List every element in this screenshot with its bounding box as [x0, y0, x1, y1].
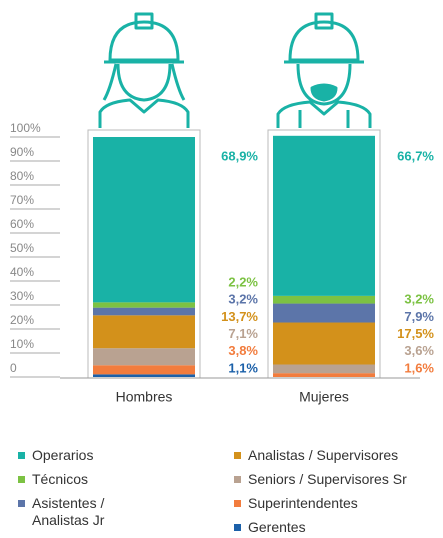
legend-label: Técnicos [32, 471, 89, 487]
y-tick-label: 40% [10, 265, 34, 279]
value-label: 3,2% [228, 292, 258, 307]
legend-swatch [234, 452, 241, 459]
legend-label: Seniors / Supervisores Sr [248, 471, 407, 487]
value-label: 2,2% [228, 274, 258, 289]
legend-item: Superintendentes [234, 495, 443, 512]
y-tick-label: 50% [10, 241, 34, 255]
legend-swatch [18, 452, 25, 459]
value-label: 66,7% [397, 148, 434, 163]
y-tick-label: 90% [10, 145, 34, 159]
y-tick-label: 70% [10, 193, 34, 207]
legend-item: Asistentes / Analistas Jr [18, 495, 128, 529]
legend-label: Gerentes [248, 519, 306, 535]
legend-swatch [234, 524, 241, 531]
y-tick-label: 10% [10, 337, 34, 351]
legend-label: Operarios [32, 447, 94, 463]
y-tick-label: 60% [10, 217, 34, 231]
value-label: 13,7% [221, 309, 258, 324]
y-tick-label: 80% [10, 169, 34, 183]
value-label: 1,6% [404, 360, 434, 375]
value-label: 68,9% [221, 148, 258, 163]
bar-segment [93, 348, 195, 366]
y-tick-label: 0 [10, 361, 17, 375]
bar-segment [93, 374, 195, 377]
y-tick-label: 20% [10, 313, 34, 327]
legend-label: Superintendentes [248, 495, 358, 511]
legend-item: Analistas / Supervisores [234, 447, 443, 464]
bar-segment [93, 302, 195, 308]
legend: Analistas / Supervisores Seniors / Superv… [234, 447, 443, 538]
bar-segment [93, 315, 195, 349]
female-icon [98, 12, 190, 128]
bar-segment [273, 135, 375, 296]
bar-segment [93, 137, 195, 303]
legend-label: Analistas / Supervisores [248, 447, 399, 463]
value-label: 3,2% [404, 292, 434, 307]
value-label: 1,1% [228, 360, 258, 375]
bar-segment [93, 365, 195, 375]
bar-segment [273, 303, 375, 323]
legend-swatch [18, 500, 25, 507]
x-tick-label: Mujeres [299, 389, 349, 405]
value-label: 17,5% [397, 326, 434, 341]
bar-segment [273, 322, 375, 365]
x-tick-label: Hombres [116, 389, 173, 405]
y-tick-label: 30% [10, 289, 34, 303]
legend-swatch [234, 500, 241, 507]
legend-swatch [18, 476, 25, 483]
legend-item: Seniors / Supervisores Sr [234, 471, 443, 488]
male-icon [276, 12, 372, 128]
value-label: 7,9% [404, 309, 434, 324]
legend-label: Asistentes / Analistas Jr [32, 495, 105, 528]
bar-segment [273, 373, 375, 377]
legend-item: Operarios [18, 447, 128, 464]
y-tick-label: 100% [10, 121, 41, 135]
value-label: 3,6% [404, 343, 434, 358]
legend-item: Técnicos [18, 471, 128, 488]
legend: Operarios Técnicos Asistentes / Analistas … [18, 447, 128, 536]
bar-segment [273, 364, 375, 374]
chart: 0 10% 20% 30% 40% 50% 60% 70% 80% 90% 100% Hombres 1… [10, 12, 434, 405]
value-label: 3,8% [228, 343, 258, 358]
value-label: 7,1% [228, 326, 258, 341]
bar-segment [93, 307, 195, 316]
legend-swatch [234, 476, 241, 483]
legend-item: Gerentes [234, 519, 443, 536]
bar-segment [273, 295, 375, 304]
